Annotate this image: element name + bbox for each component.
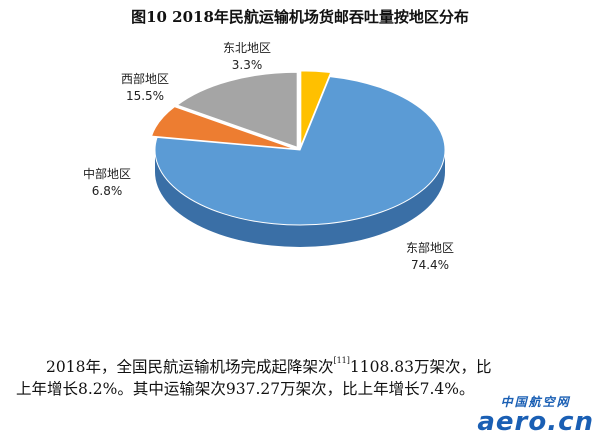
pie-side-e4b89ce983a8e59cb0e58cba	[155, 150, 445, 247]
slice-label-name: 中部地区	[83, 166, 131, 181]
pie-slice-e4b89ce983a8e59cb0e58cba	[154, 76, 446, 226]
pie-slice-e4b8ade983a8e59cb0e58cba	[150, 106, 295, 150]
slice-label-name: 东部地区	[406, 240, 454, 255]
footnote-ref: [11]	[333, 356, 350, 365]
chart-title: 图10 2018年民航运输机场货邮吞吐量按地区分布	[131, 8, 469, 26]
slice-label-name: 西部地区	[121, 71, 169, 86]
pie-slice-e4b89ce58c97e59cb0e58cba	[300, 70, 332, 147]
slice-label-value: 15.5%	[126, 89, 164, 103]
slice-label-name: 东北地区	[223, 41, 271, 55]
slice-label-value: 3.3%	[232, 58, 263, 72]
watermark-logo: 中国航空网 aero.cn	[477, 393, 594, 437]
watermark-en: aero.cn	[477, 407, 594, 437]
slice-label-value: 6.8%	[92, 184, 123, 198]
pie-slice-e8a5bfe983a8e59cb0e58cba	[176, 71, 298, 148]
watermark-cn: 中国航空网	[500, 395, 571, 409]
body-paragraph-line-1: 2018年，全国民航运输机场完成起降架次[11]1108.83万架次，比	[46, 356, 492, 376]
body-paragraph-line-2: 上年增长8.2%。其中运输架次937.27万架次，比上年增长7.4%。	[16, 380, 475, 398]
slice-label-value: 74.4%	[411, 258, 449, 272]
pie-chart: 东北地区 3.3% 东部地区 74.4% 中部地区 6.8% 西部地区 15.5%	[83, 41, 454, 272]
